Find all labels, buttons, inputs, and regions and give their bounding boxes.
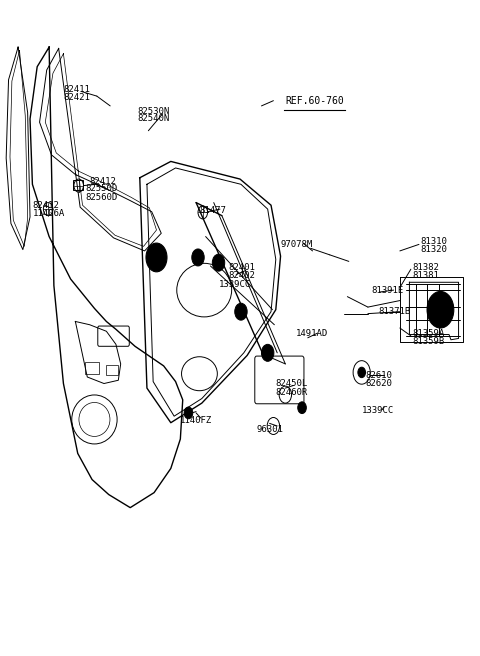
Circle shape — [427, 291, 454, 328]
Text: 81359B: 81359B — [413, 337, 445, 346]
Text: 82411: 82411 — [63, 85, 90, 94]
Text: 81371B: 81371B — [378, 307, 411, 316]
Text: 82401: 82401 — [228, 264, 255, 272]
Text: 81381: 81381 — [413, 270, 440, 279]
Bar — [73, 180, 84, 190]
Text: 82620: 82620 — [365, 379, 392, 388]
Text: 82550D: 82550D — [85, 184, 117, 194]
Text: 1339CC: 1339CC — [362, 407, 394, 415]
Text: 81382: 81382 — [413, 263, 440, 272]
Circle shape — [235, 303, 247, 320]
Text: 81359A: 81359A — [413, 329, 445, 338]
Text: REF.60-760: REF.60-760 — [285, 96, 344, 106]
Text: 82560D: 82560D — [85, 193, 117, 202]
Text: 1140FZ: 1140FZ — [180, 417, 213, 425]
Text: A: A — [437, 305, 444, 314]
Circle shape — [298, 402, 306, 413]
Text: 82450L: 82450L — [276, 379, 308, 388]
Text: 82402: 82402 — [228, 271, 255, 280]
Circle shape — [358, 367, 365, 378]
Text: 82540N: 82540N — [137, 114, 169, 123]
Text: 82610: 82610 — [365, 371, 392, 380]
Circle shape — [184, 407, 193, 419]
Text: 82460R: 82460R — [276, 388, 308, 396]
Circle shape — [212, 254, 225, 271]
Text: 1339CC: 1339CC — [218, 279, 251, 289]
Text: 82412: 82412 — [90, 176, 117, 186]
Text: 1491AD: 1491AD — [296, 329, 329, 338]
Circle shape — [262, 344, 274, 361]
Bar — [85, 362, 99, 374]
Text: 81320: 81320 — [420, 245, 447, 254]
Text: 97078M: 97078M — [281, 240, 313, 249]
Text: 82412: 82412 — [33, 201, 60, 210]
Text: 96301: 96301 — [257, 424, 284, 434]
Text: 81391E: 81391E — [371, 285, 404, 295]
Circle shape — [146, 243, 167, 272]
Text: 11406A: 11406A — [33, 209, 65, 218]
Text: 81310: 81310 — [420, 237, 447, 246]
Bar — [107, 365, 118, 375]
Text: A: A — [153, 253, 160, 262]
Text: 81477: 81477 — [199, 206, 226, 215]
Text: 82530N: 82530N — [137, 107, 169, 115]
Circle shape — [192, 249, 204, 266]
Text: 82421: 82421 — [63, 93, 90, 102]
